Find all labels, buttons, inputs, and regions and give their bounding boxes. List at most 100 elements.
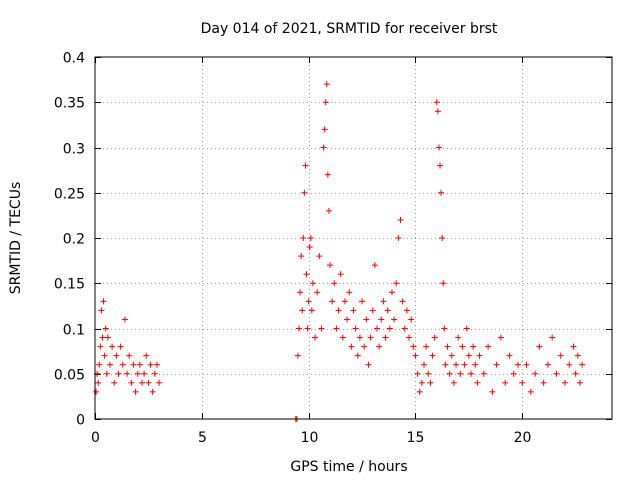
data-point bbox=[506, 352, 513, 359]
data-point bbox=[369, 307, 376, 314]
data-point bbox=[391, 316, 398, 323]
data-point bbox=[465, 352, 472, 359]
data-point bbox=[421, 361, 427, 368]
data-point bbox=[302, 162, 309, 169]
data-point bbox=[320, 144, 327, 151]
data-point bbox=[457, 370, 464, 377]
y-tick-label: 0.4 bbox=[63, 51, 85, 67]
data-point bbox=[346, 289, 353, 296]
data-point bbox=[102, 325, 109, 332]
data-point bbox=[376, 343, 383, 350]
data-point bbox=[333, 325, 340, 332]
data-point bbox=[321, 126, 328, 133]
data-point bbox=[121, 316, 128, 323]
data-point bbox=[99, 334, 106, 341]
data-point bbox=[100, 298, 107, 305]
data-point bbox=[386, 325, 393, 332]
data-point bbox=[463, 325, 470, 332]
data-point bbox=[502, 379, 509, 386]
data-point bbox=[331, 280, 338, 287]
data-point bbox=[393, 280, 400, 287]
data-point bbox=[371, 262, 378, 269]
data-point bbox=[515, 361, 521, 368]
data-point bbox=[97, 343, 104, 350]
data-point bbox=[139, 379, 145, 386]
data-point bbox=[103, 370, 110, 377]
data-point bbox=[306, 244, 313, 251]
x-tick-label: 5 bbox=[198, 430, 207, 446]
data-point bbox=[434, 108, 441, 115]
data-point bbox=[544, 361, 551, 368]
data-point bbox=[111, 379, 118, 386]
data-point bbox=[156, 379, 163, 386]
data-point bbox=[296, 325, 303, 332]
data-point bbox=[307, 235, 314, 241]
x-tick-label: 20 bbox=[514, 430, 532, 446]
data-point bbox=[359, 298, 366, 305]
plot-frame bbox=[94, 56, 613, 420]
data-point bbox=[365, 361, 372, 368]
data-point bbox=[354, 352, 361, 359]
data-point bbox=[395, 235, 402, 241]
y-tick-label: 0.25 bbox=[54, 187, 85, 203]
x-axis-label: GPS time / hours bbox=[290, 459, 407, 475]
y-tick-label: 0 bbox=[76, 413, 85, 429]
data-point bbox=[446, 370, 453, 377]
data-point bbox=[474, 379, 481, 386]
tick-labels: 0 5 10 15 20 0 0.05 0.1 0.15 0.2 0.25 0.3 0.35 0.4 bbox=[54, 51, 532, 447]
data-point bbox=[450, 379, 457, 386]
x-tick-label: 15 bbox=[407, 430, 425, 446]
y-tick-label: 0.35 bbox=[54, 96, 85, 112]
data-point bbox=[435, 144, 442, 151]
data-point bbox=[374, 325, 380, 332]
y-tick-label: 0.2 bbox=[63, 232, 85, 248]
data-point bbox=[455, 334, 462, 341]
data-point bbox=[523, 361, 530, 368]
data-point bbox=[126, 352, 133, 359]
data-point bbox=[384, 307, 391, 314]
data-point bbox=[423, 343, 430, 350]
x-tick-label: 0 bbox=[91, 430, 100, 446]
data-point bbox=[410, 343, 417, 350]
data-points bbox=[93, 81, 586, 422]
y-tick-label: 0.15 bbox=[54, 277, 85, 293]
data-point bbox=[461, 361, 468, 368]
data-point bbox=[149, 388, 156, 395]
data-point bbox=[145, 379, 152, 386]
data-point bbox=[579, 361, 586, 368]
grid-lines bbox=[95, 57, 612, 419]
data-point bbox=[322, 99, 329, 106]
data-point bbox=[297, 289, 304, 296]
chart-title: Day 014 of 2021, SRMTID for receiver brs… bbox=[201, 21, 498, 37]
data-point bbox=[562, 379, 568, 386]
data-point bbox=[314, 289, 321, 296]
data-point bbox=[299, 307, 306, 314]
data-point bbox=[130, 361, 137, 368]
data-point bbox=[574, 352, 581, 359]
data-point bbox=[294, 352, 301, 359]
data-point bbox=[95, 379, 102, 386]
data-point bbox=[117, 343, 124, 350]
data-point bbox=[448, 352, 455, 359]
data-point bbox=[327, 262, 333, 269]
data-point bbox=[325, 207, 332, 214]
data-point bbox=[440, 280, 447, 287]
data-point bbox=[318, 325, 325, 332]
data-point bbox=[399, 298, 406, 305]
data-point bbox=[549, 334, 556, 341]
data-point bbox=[339, 334, 346, 341]
data-point bbox=[472, 361, 479, 368]
data-point bbox=[352, 325, 359, 332]
data-point bbox=[93, 388, 100, 395]
data-point bbox=[425, 370, 432, 377]
data-point bbox=[532, 370, 539, 377]
data-point bbox=[303, 271, 310, 278]
data-point bbox=[119, 361, 126, 368]
data-point bbox=[470, 343, 477, 350]
data-point bbox=[493, 361, 500, 368]
data-point bbox=[344, 316, 351, 323]
data-point bbox=[439, 235, 446, 241]
data-point bbox=[441, 325, 448, 332]
data-point bbox=[442, 361, 449, 368]
data-point bbox=[350, 307, 357, 314]
